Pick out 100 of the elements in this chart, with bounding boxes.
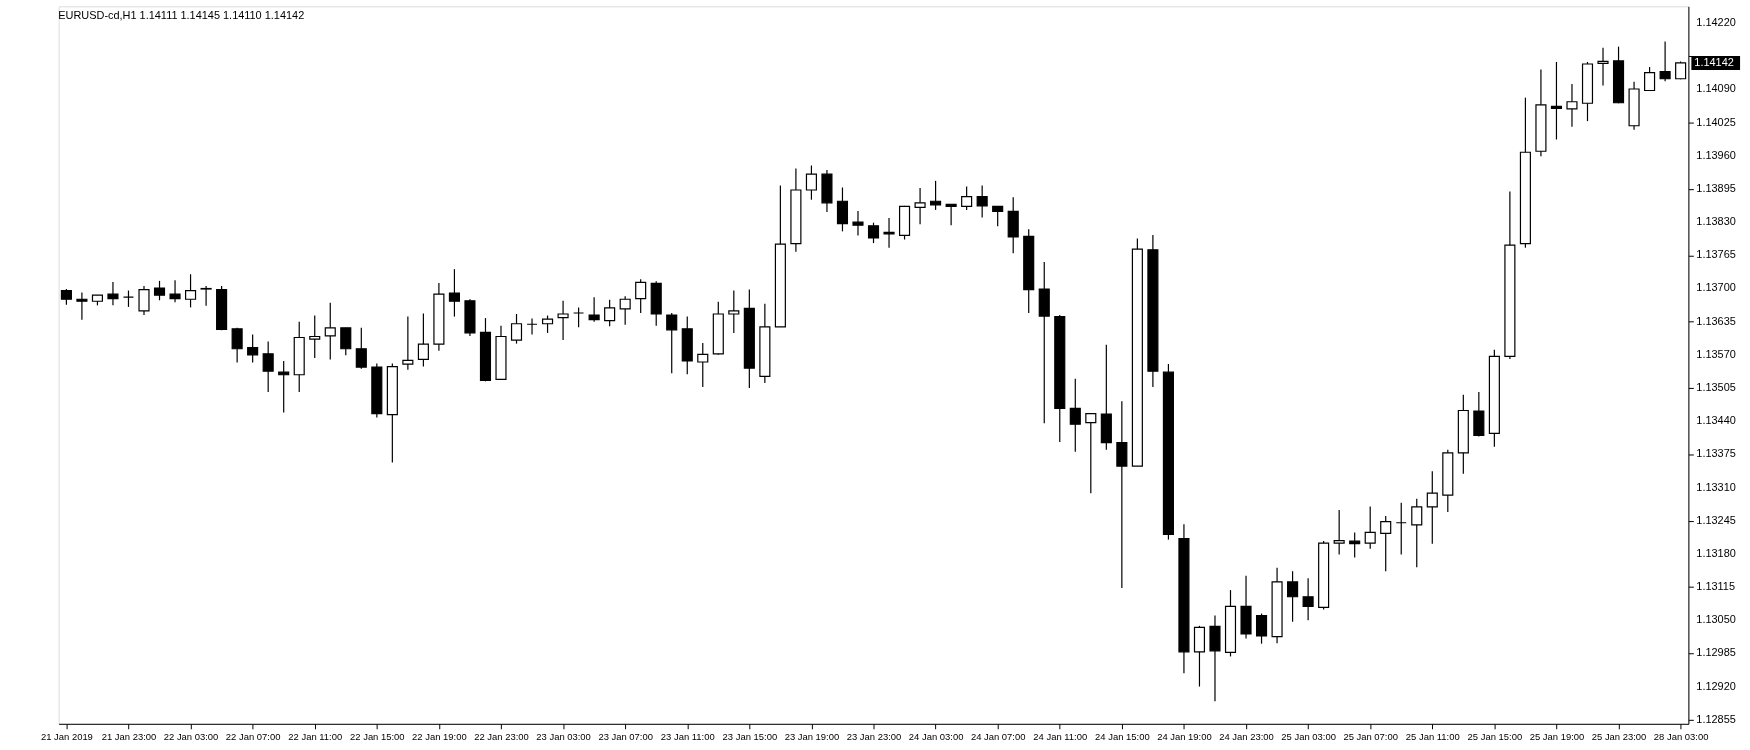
- candlestick: [588, 296, 600, 323]
- x-tick-label: 23 Jan 11:00: [660, 731, 715, 743]
- candlestick: [1380, 515, 1392, 572]
- y-tick-label: 1.13635: [1696, 314, 1736, 327]
- candlestick: [107, 281, 119, 306]
- candlestick: [1364, 505, 1376, 550]
- candlestick: [914, 187, 926, 225]
- candlestick: [1395, 502, 1407, 555]
- y-tick-label: 1.14025: [1696, 115, 1736, 128]
- x-tick-label: 23 Jan 03:00: [536, 731, 591, 743]
- candlestick: [231, 327, 243, 364]
- candlestick: [324, 302, 336, 361]
- y-tick-label: 1.13245: [1696, 513, 1736, 526]
- candlestick: [169, 279, 181, 303]
- candlestick: [340, 327, 352, 356]
- x-tick-label: 24 Jan 23:00: [1219, 731, 1274, 743]
- x-tick-label: 25 Jan 07:00: [1343, 731, 1398, 743]
- y-tick-label: 1.13375: [1696, 447, 1736, 460]
- candlestick: [992, 205, 1004, 227]
- x-tick-label: 24 Jan 15:00: [1095, 731, 1150, 743]
- candlestick: [200, 285, 212, 307]
- x-tick-label: 24 Jan 11:00: [1033, 731, 1088, 743]
- chart-title: EURUSD-cd,H1 1.14111 1.14145 1.14110 1.14142: [58, 9, 305, 22]
- candlestick: [185, 273, 197, 308]
- y-tick-label: 1.12920: [1696, 679, 1736, 692]
- y-tick-label: 1.13895: [1696, 181, 1736, 194]
- candlestick: [573, 306, 585, 328]
- candlestick: [1255, 612, 1268, 645]
- x-tick-label: 23 Jan 23:00: [846, 731, 902, 743]
- x-tick-label: 23 Jan 19:00: [784, 731, 840, 743]
- x-tick-label: 25 Jan 11:00: [1405, 731, 1460, 743]
- candlestick: [1566, 83, 1578, 128]
- candlestick: [883, 217, 895, 249]
- x-tick-label: 22 Jan 23:00: [474, 731, 529, 743]
- candlestick: [557, 300, 569, 341]
- y-tick-label: 1.13180: [1696, 546, 1736, 559]
- candlestick: [945, 203, 957, 226]
- candlestick: [1302, 577, 1314, 621]
- candlestick: [1333, 509, 1345, 555]
- y-tick-label: 1.13765: [1696, 248, 1736, 261]
- candlestick: [976, 184, 988, 219]
- x-tick-label: 22 Jan 15:00: [350, 731, 405, 743]
- y-tick-label: 1.13505: [1696, 381, 1736, 393]
- candlestick: [961, 185, 973, 211]
- candlestick: [604, 299, 616, 327]
- y-tick-label: 1.13440: [1696, 414, 1736, 427]
- x-tick-label: 25 Jan 19:00: [1529, 731, 1585, 743]
- candlestick: [1411, 498, 1423, 568]
- candlestick: [355, 327, 367, 370]
- candlestick: [76, 291, 88, 321]
- candlestick: [153, 280, 166, 301]
- x-tick-label: 22 Jan 19:00: [412, 731, 467, 743]
- y-tick-label: 1.12985: [1696, 646, 1736, 659]
- candlestick: [1085, 412, 1097, 494]
- x-tick-label: 22 Jan 11:00: [288, 731, 343, 743]
- candlestick: [805, 164, 817, 201]
- x-tick-label: 25 Jan 03:00: [1281, 731, 1336, 743]
- candlestick: [1597, 47, 1609, 87]
- candlestick: [138, 285, 150, 316]
- y-tick-label: 1.13830: [1696, 215, 1736, 228]
- x-tick-label: 24 Jan 07:00: [970, 731, 1026, 743]
- candlestick: [247, 333, 259, 364]
- candlestick: [867, 222, 880, 244]
- candlestick: [417, 312, 429, 368]
- x-tick-label: 22 Jan 03:00: [163, 731, 219, 743]
- x-tick-label: 22 Jan 07:00: [225, 731, 281, 743]
- x-tick-label: 25 Jan 23:00: [1591, 731, 1647, 743]
- y-tick-label: 1.12855: [1696, 712, 1736, 725]
- x-tick-label: 25 Jan 15:00: [1467, 731, 1523, 743]
- text: 1.14142: [1694, 55, 1734, 68]
- y-tick-label: 1.13050: [1696, 613, 1736, 626]
- candlestick: [510, 313, 523, 345]
- candlestick: [1550, 61, 1563, 141]
- x-tick-label: 21 Jan 2019: [40, 731, 93, 743]
- candlestick: [619, 295, 631, 326]
- candlestick: [697, 342, 709, 388]
- y-tick-label: 1.13115: [1696, 580, 1736, 593]
- y-tick-label: 1.13700: [1696, 281, 1736, 294]
- x-tick-label: 24 Jan 03:00: [908, 731, 964, 743]
- x-tick-label: 24 Jan 19:00: [1157, 731, 1212, 743]
- candlestick: [1287, 570, 1299, 623]
- candlestick: [1116, 400, 1128, 589]
- candlestick: [448, 268, 460, 318]
- y-tick-label: 1.14220: [1696, 16, 1736, 29]
- candlestick: [635, 278, 647, 314]
- candlestick: [728, 289, 740, 334]
- candlestick: [666, 312, 678, 374]
- y-tick-label: 1.13570: [1696, 347, 1736, 360]
- candlestick: [262, 340, 274, 393]
- x-tick-label: 23 Jan 15:00: [722, 731, 778, 743]
- candlestick: [526, 318, 538, 336]
- y-tick-label: 1.13960: [1696, 148, 1736, 161]
- x-tick-label: 21 Jan 23:00: [101, 731, 157, 743]
- candlestick: [1659, 40, 1671, 82]
- candlestick: [402, 315, 414, 371]
- y-tick-label: 1.14090: [1696, 82, 1736, 95]
- candlestick: [1644, 66, 1656, 92]
- candlestick: [836, 186, 849, 232]
- candlestick: [1069, 378, 1081, 453]
- candlestick: [1349, 531, 1361, 559]
